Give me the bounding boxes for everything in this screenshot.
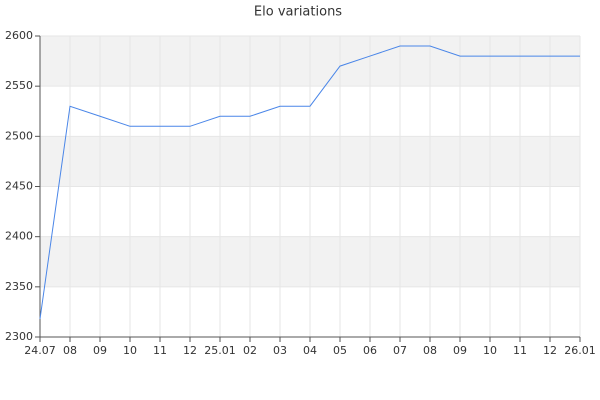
x-tick-label: 09 [93, 344, 107, 357]
x-tick-label: 05 [333, 344, 347, 357]
x-tick-label: 12 [183, 344, 197, 357]
y-tick-label: 2500 [5, 129, 33, 142]
x-tick-label: 11 [153, 344, 167, 357]
x-tick-label: 04 [303, 344, 317, 357]
x-tick-label: 10 [483, 344, 497, 357]
chart-title: Elo variations [254, 5, 342, 20]
x-tick-label: 12 [543, 344, 557, 357]
line-series [39, 45, 580, 320]
x-tick-label: 03 [273, 344, 287, 357]
y-tick-label: 2300 [5, 330, 33, 343]
x-tick-label: 09 [453, 344, 467, 357]
x-tick-label: 10 [123, 344, 137, 357]
x-tick-label: 07 [393, 344, 407, 357]
x-tick-label: 06 [363, 344, 377, 357]
x-tick-label: 08 [423, 344, 437, 357]
x-tick-label: 24.07 [24, 344, 56, 357]
y-tick-label: 2350 [5, 280, 33, 293]
x-tick-label: 26.01 [564, 344, 596, 357]
x-tick-label: 25.01 [204, 344, 236, 357]
x-tick-label: 02 [243, 344, 257, 357]
x-tick-label: 11 [513, 344, 527, 357]
y-tick-label: 2550 [5, 79, 33, 92]
x-tick-label: 08 [63, 344, 77, 357]
y-tick-label: 2450 [5, 180, 33, 193]
y-tick-label: 2400 [5, 230, 33, 243]
y-tick-label: 2600 [5, 29, 33, 42]
